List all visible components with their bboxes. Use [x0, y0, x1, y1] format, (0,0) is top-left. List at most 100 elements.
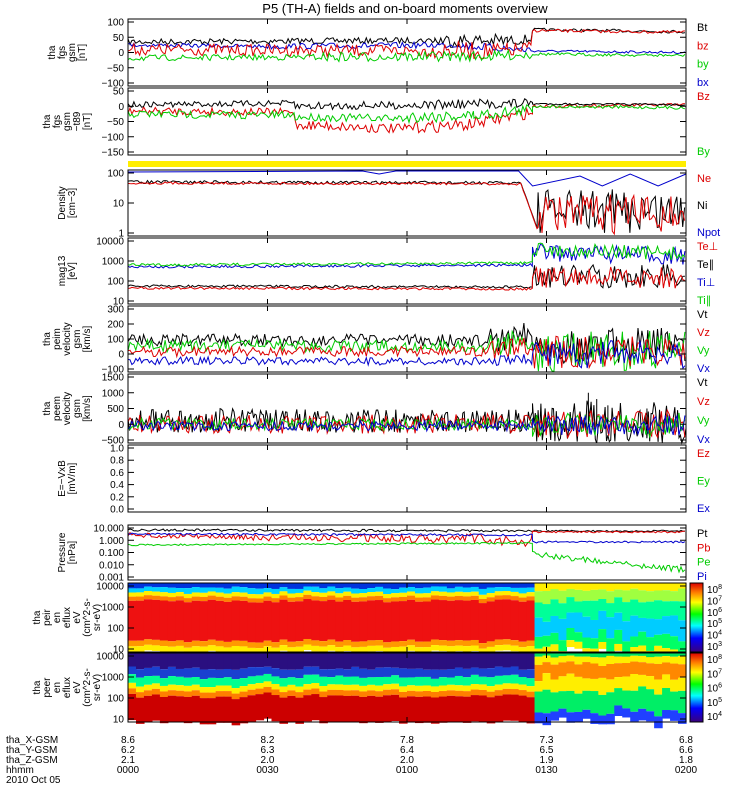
- legend-item-fgs_t89: Bz: [697, 91, 710, 103]
- y-tick-label: −500: [101, 436, 124, 447]
- panel-frame-temp: [127, 237, 687, 305]
- y-tick-label: −150: [101, 148, 124, 159]
- ephemeris-row-label: tha_X-GSM: [6, 735, 58, 746]
- y-axis-label: velocity: [62, 392, 73, 425]
- ephemeris-value: 2.1: [121, 755, 135, 766]
- y-axis-label: fgs: [57, 46, 68, 59]
- trace-Npot: [127, 170, 687, 187]
- ephemeris-value: 0000: [117, 765, 140, 776]
- colorbar-label: 105: [707, 697, 722, 709]
- y-tick-label: 500: [107, 404, 124, 415]
- y-axis-label: tha: [32, 610, 43, 624]
- colorbar-label: 103: [707, 641, 722, 653]
- y-axis-label: tha: [47, 45, 58, 59]
- y-axis-label: tha: [32, 680, 43, 694]
- y-tick-label: 0.010: [99, 560, 124, 571]
- spectrogram-peer: [128, 653, 687, 729]
- y-tick-label: 10000: [96, 652, 124, 663]
- y-axis-label: (cm^2-s-: [82, 598, 93, 637]
- colorbar-label: 108: [707, 654, 722, 666]
- y-axis-label: [cm−3]: [67, 188, 78, 219]
- y-tick-label: 0: [118, 48, 124, 59]
- trace-Ni: [127, 179, 686, 233]
- ephemeris-value: 6.6: [679, 745, 693, 756]
- y-tick-label: −100: [101, 79, 124, 90]
- y-axis-label: [km/s]: [82, 325, 93, 352]
- trace-Bz: [127, 102, 685, 134]
- y-tick-label: −100: [101, 132, 124, 143]
- y-tick-label: 10000: [96, 237, 124, 248]
- y-tick-label: 10000: [96, 582, 124, 593]
- ephemeris-value: 2.0: [261, 755, 275, 766]
- y-tick-label: 10: [113, 715, 125, 726]
- ephemeris-value: 6.3: [261, 745, 275, 756]
- legend-item-pressure: Pe: [697, 557, 710, 569]
- y-axis-label: [eV]: [67, 262, 78, 280]
- trace-Vz-i: [127, 335, 686, 370]
- y-axis-label: [nPa]: [67, 541, 78, 565]
- ephemeris-value: 0130: [535, 765, 558, 776]
- y-tick-label: 1.000: [99, 536, 124, 547]
- y-tick-label: 10: [113, 645, 125, 656]
- panel-frame-pressure: [127, 524, 687, 581]
- y-tick-label: 100: [107, 694, 124, 705]
- ephemeris-value: 6.4: [400, 745, 414, 756]
- yellow-flag-band: [128, 161, 686, 167]
- trace-bz: [127, 28, 685, 60]
- colorbar: [689, 652, 704, 723]
- trace-Ti-perp: [127, 243, 686, 269]
- y-tick-label: −50: [107, 63, 124, 74]
- ephemeris-row-label: 2010 Oct 05: [6, 775, 61, 786]
- panel-frame-fgs: [127, 18, 687, 87]
- y-axis-label: peer: [42, 677, 53, 698]
- y-tick-label: 0.6: [110, 468, 124, 479]
- y-tick-label: 50: [113, 87, 125, 98]
- y-tick-label: 0.2: [110, 492, 124, 503]
- y-axis-label: gsm: [62, 112, 73, 131]
- panel-frame-fgs_t89: [127, 87, 687, 156]
- legend-item-peem_v: Vy: [697, 415, 710, 427]
- trace-Te-perp: [127, 265, 686, 291]
- colorbar-label: 104: [707, 630, 722, 642]
- legend-item-fgs: bz: [697, 40, 709, 52]
- y-axis-label: velocity: [62, 322, 73, 355]
- colorbar-label: 104: [707, 711, 722, 723]
- legend-item-peim_v: Vz: [697, 327, 710, 339]
- y-tick-label: 10: [113, 297, 125, 308]
- legend-item-density: Npot: [697, 227, 720, 239]
- plot-title: P5 (TH-A) fields and on-board moments ov…: [262, 1, 548, 16]
- ephemeris-value: 1.8: [679, 755, 693, 766]
- legend-item-fgs: by: [697, 59, 709, 71]
- ephemeris-row-label: tha_Y-GSM: [6, 745, 57, 756]
- ephemeris-value: 0030: [256, 765, 279, 776]
- ephemeris-value: 0100: [396, 765, 419, 776]
- legend-item-peim_v: Vy: [697, 345, 710, 357]
- trace-Vx-i: [127, 340, 686, 370]
- legend-item-pressure: Pi: [697, 571, 707, 583]
- legend-item-peim_v: Vt: [697, 309, 707, 321]
- y-tick-label: 0: [118, 102, 124, 113]
- y-axis-label: E=−VxB: [57, 460, 68, 497]
- trace-Vy-e: [127, 412, 686, 439]
- y-tick-label: 0: [118, 350, 124, 361]
- y-axis-label: mag13: [57, 255, 68, 286]
- colorbar: [689, 582, 704, 653]
- y-tick-label: 1: [118, 229, 124, 240]
- ephemeris-value: 8.6: [121, 735, 135, 746]
- colorbar-label: 106: [707, 683, 722, 695]
- legend-item-density: Ni: [697, 200, 707, 212]
- trace-by: [127, 48, 686, 63]
- y-axis-label: peem: [52, 396, 63, 421]
- legend-item-efield: Ex: [697, 503, 710, 515]
- y-tick-label: 50: [113, 33, 125, 44]
- legend-item-temp: Ti⊥: [697, 277, 715, 289]
- y-axis-label: Density: [57, 186, 68, 219]
- y-axis-label: peir: [42, 608, 53, 625]
- legend-item-peim_v: Vx: [697, 363, 710, 375]
- legend-item-peem_v: Vx: [697, 434, 710, 446]
- y-tick-label: −100: [101, 365, 124, 376]
- ephemeris-value: 0200: [675, 765, 698, 776]
- y-tick-label: 1000: [102, 257, 125, 268]
- y-tick-label: 100: [107, 335, 124, 346]
- y-tick-label: 10: [113, 199, 125, 210]
